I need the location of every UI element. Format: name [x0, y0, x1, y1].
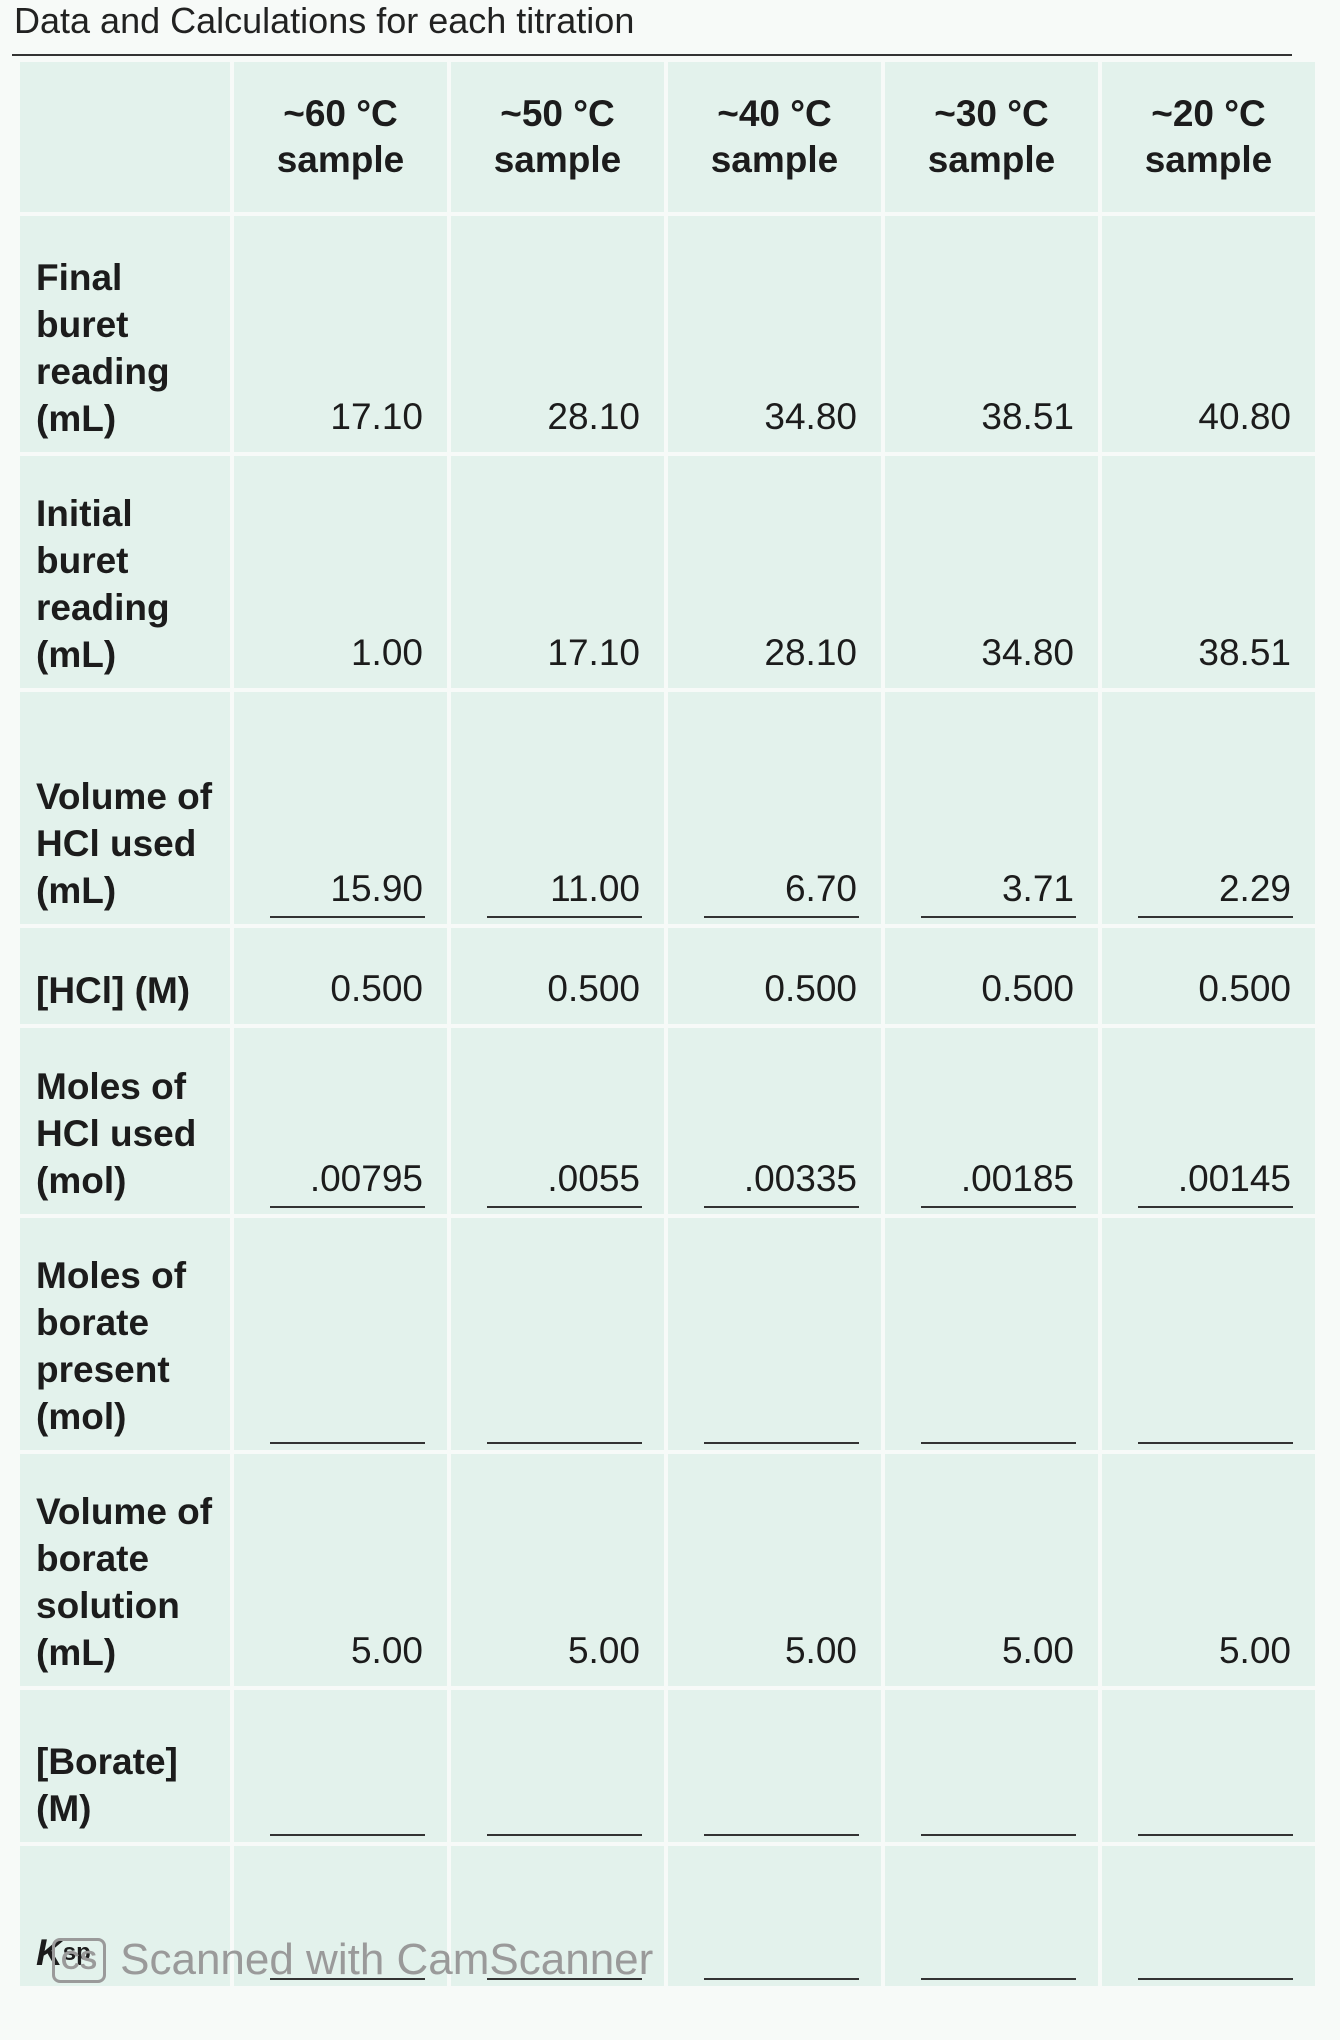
value-cell: [234, 1218, 447, 1450]
row-label: Volume of borate solution (mL): [20, 1454, 230, 1686]
value-cell: 28.10: [451, 216, 664, 452]
value-cell: [1102, 1690, 1315, 1842]
value-cell: 0.500: [234, 928, 447, 1024]
table: ~60 °C sample ~50 °C sample ~40 °C sample ~…: [20, 62, 1315, 1986]
value-cell: 3.71: [885, 692, 1098, 924]
watermark-logo: CS: [52, 1937, 107, 1983]
value-cell: [234, 1690, 447, 1842]
value-cell: .00795: [234, 1028, 447, 1214]
row-label: [Borate] (M): [20, 1690, 230, 1842]
row-label: Moles of HCl used (mol): [20, 1028, 230, 1214]
value-cell: 34.80: [668, 216, 881, 452]
value-cell: 2.29: [1102, 692, 1315, 924]
row-label: Volume of HCl used (mL): [20, 692, 230, 924]
corner-cell: [20, 62, 230, 212]
value-cell: [885, 1846, 1098, 1986]
value-cell: .00185: [885, 1028, 1098, 1214]
column-header: ~40 °C sample: [668, 62, 881, 212]
value-cell: 5.00: [451, 1454, 664, 1686]
value-cell: 34.80: [885, 456, 1098, 688]
value-cell: 17.10: [451, 456, 664, 688]
value-cell: [451, 1218, 664, 1450]
value-cell: 0.500: [668, 928, 881, 1024]
value-cell: 1.00: [234, 456, 447, 688]
value-cell: [885, 1218, 1098, 1450]
value-cell: [234, 1846, 447, 1986]
column-header: ~50 °C sample: [451, 62, 664, 212]
watermark: CS Scanned with CamScanner: [52, 1935, 653, 1985]
value-cell: [885, 1690, 1098, 1842]
value-cell: [451, 1846, 664, 1986]
value-cell: [1102, 1846, 1315, 1986]
value-cell: 0.500: [885, 928, 1098, 1024]
value-cell: [451, 1690, 664, 1842]
value-cell: 11.00: [451, 692, 664, 924]
value-cell: 17.10: [234, 216, 447, 452]
value-cell: 28.10: [668, 456, 881, 688]
value-cell: 5.00: [234, 1454, 447, 1686]
value-cell: 0.500: [1102, 928, 1315, 1024]
subscript: sp: [62, 1939, 91, 1966]
watermark-text: Scanned with CamScanner: [120, 1935, 654, 1984]
value-cell: 15.90: [234, 692, 447, 924]
value-cell: .0055: [451, 1028, 664, 1214]
value-cell: [1102, 1218, 1315, 1450]
value-cell: .00335: [668, 1028, 881, 1214]
value-cell: 5.00: [1102, 1454, 1315, 1686]
title: Data and Calculations for each titration: [14, 0, 635, 41]
value-cell: 6.70: [668, 692, 881, 924]
row-label: Initial buret reading (mL): [20, 456, 230, 688]
row-label: Moles of borate present (mol): [20, 1218, 230, 1450]
column-header: ~30 °C sample: [885, 62, 1098, 212]
column-header: ~20 °C sample: [1102, 62, 1315, 212]
value-cell: [668, 1846, 881, 1986]
value-cell: 40.80: [1102, 216, 1315, 452]
row-label: [HCl] (M): [20, 928, 230, 1024]
value-cell: [668, 1218, 881, 1450]
value-cell: 5.00: [668, 1454, 881, 1686]
value-cell: 0.500: [451, 928, 664, 1024]
value-cell: 38.51: [1102, 456, 1315, 688]
row-label: Final buret reading (mL): [20, 216, 230, 452]
column-header: ~60 °C sample: [234, 62, 447, 212]
value-cell: [668, 1690, 881, 1842]
value-cell: 38.51: [885, 216, 1098, 452]
value-cell: .00145: [1102, 1028, 1315, 1214]
value-cell: 5.00: [885, 1454, 1098, 1686]
rule: [12, 54, 1292, 56]
